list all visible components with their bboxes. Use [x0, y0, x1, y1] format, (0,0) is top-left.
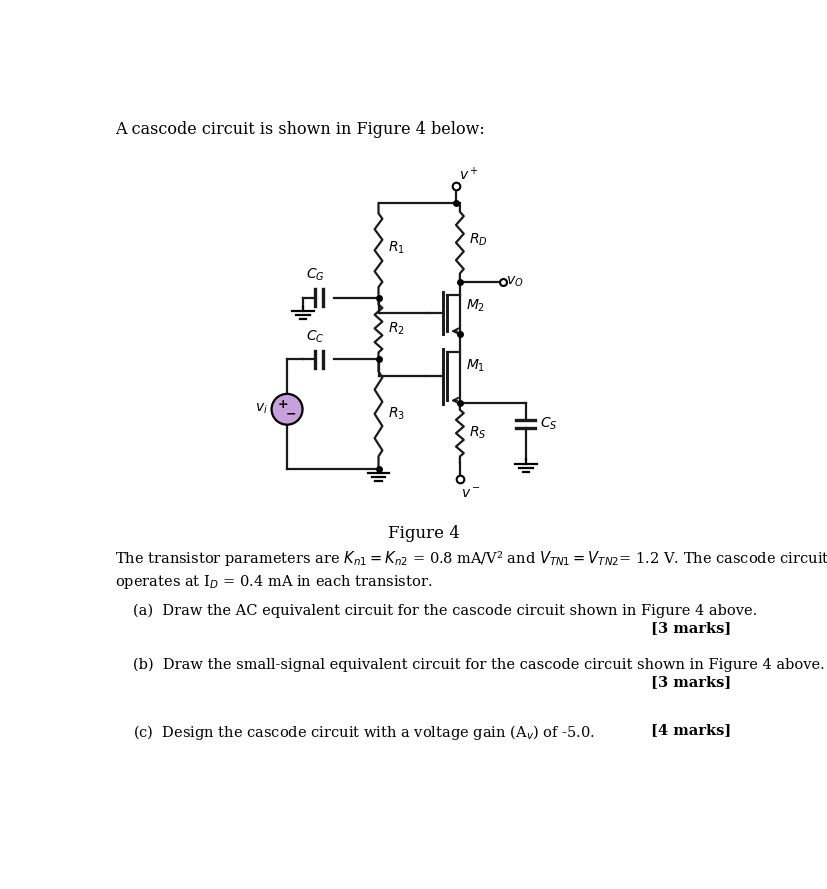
Text: Figure 4: Figure 4 — [388, 525, 460, 541]
Text: $C_S$: $C_S$ — [540, 416, 557, 432]
Text: $v_i$: $v_i$ — [255, 402, 268, 416]
Text: $v^-$: $v^-$ — [461, 486, 481, 501]
Text: $R_S$: $R_S$ — [469, 425, 487, 441]
Text: $R_D$: $R_D$ — [469, 232, 488, 248]
Text: −: − — [285, 407, 296, 420]
Text: $M_2$: $M_2$ — [466, 298, 485, 314]
Text: (a)  Draw the AC equivalent circuit for the cascode circuit shown in Figure 4 ab: (a) Draw the AC equivalent circuit for t… — [133, 604, 757, 618]
Text: $C_C$: $C_C$ — [306, 328, 324, 345]
Text: [3 marks]: [3 marks] — [651, 621, 731, 635]
Text: operates at I$_D$ = 0.4 mA in each transistor.: operates at I$_D$ = 0.4 mA in each trans… — [115, 573, 433, 590]
Text: [3 marks]: [3 marks] — [651, 675, 731, 689]
Text: A cascode circuit is shown in Figure 4 below:: A cascode circuit is shown in Figure 4 b… — [115, 121, 485, 138]
Text: $C_G$: $C_G$ — [305, 267, 324, 283]
Text: (c)  Design the cascode circuit with a voltage gain (A$_v$) of -5.0.: (c) Design the cascode circuit with a vo… — [133, 723, 595, 741]
Text: $R_2$: $R_2$ — [388, 320, 404, 337]
Text: [4 marks]: [4 marks] — [651, 723, 731, 737]
Text: $v_O$: $v_O$ — [506, 275, 523, 290]
Text: $R_3$: $R_3$ — [388, 405, 404, 422]
Text: $v^+$: $v^+$ — [459, 165, 479, 183]
Circle shape — [271, 394, 303, 425]
Text: $R_1$: $R_1$ — [388, 240, 404, 256]
Text: The transistor parameters are $K_{n1} = K_{n2}$ = 0.8 mA/V² and $V_{TN1} = V_{TN: The transistor parameters are $K_{n1} = … — [115, 549, 827, 568]
Text: $M_1$: $M_1$ — [466, 358, 485, 374]
Text: (b)  Draw the small-signal equivalent circuit for the cascode circuit shown in F: (b) Draw the small-signal equivalent cir… — [133, 657, 825, 671]
Text: +: + — [278, 398, 289, 412]
